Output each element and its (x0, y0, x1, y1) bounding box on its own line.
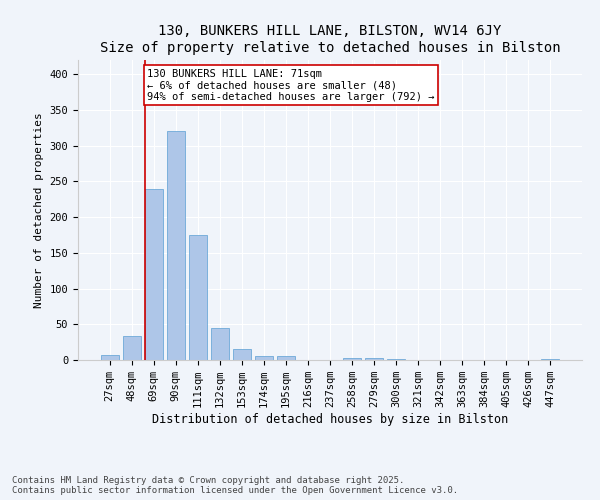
Bar (343, 358, 361, 360)
X-axis label: Distribution of detached houses by size in Bilston: Distribution of detached houses by size … (152, 413, 508, 426)
Bar (189, 235, 206, 360)
Text: 130 BUNKERS HILL LANE: 71sqm
← 6% of detached houses are smaller (48)
94% of sem: 130 BUNKERS HILL LANE: 71sqm ← 6% of det… (147, 68, 434, 102)
Bar (145, 188, 163, 360)
Title: 130, BUNKERS HILL LANE, BILSTON, WV14 6JY
Size of property relative to detached : 130, BUNKERS HILL LANE, BILSTON, WV14 6J… (100, 24, 560, 54)
Text: Contains HM Land Registry data © Crown copyright and database right 2025.
Contai: Contains HM Land Registry data © Crown c… (12, 476, 458, 495)
Bar (255, 356, 273, 360)
Bar (101, 355, 119, 360)
Bar (211, 328, 229, 360)
Bar (277, 356, 295, 360)
Bar (167, 132, 185, 360)
Bar (365, 358, 383, 360)
Bar (233, 350, 251, 360)
Y-axis label: Number of detached properties: Number of detached properties (34, 112, 44, 308)
Bar (123, 336, 140, 360)
